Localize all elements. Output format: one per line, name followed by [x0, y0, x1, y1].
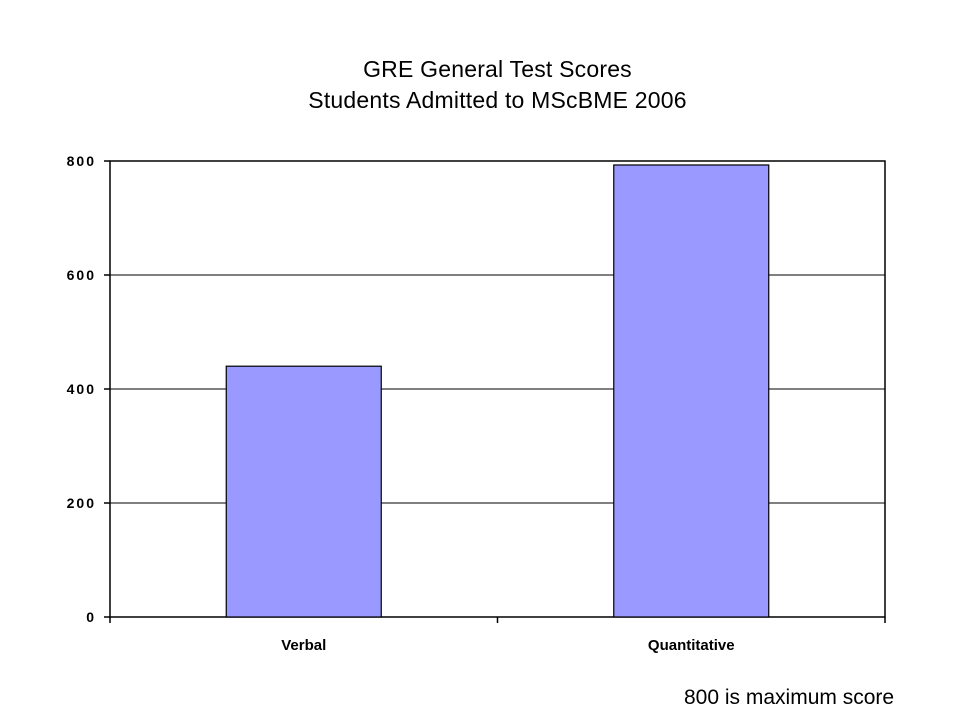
footnote: 800 is maximum score [684, 686, 895, 709]
chart-title: GRE General Test Scores [363, 56, 632, 82]
y-tick-label: 600 [67, 267, 96, 283]
y-tick-label: 200 [67, 495, 96, 511]
bar-quantitative [613, 164, 770, 618]
chart-subtitle: Students Admitted to MScBME 2006 [308, 87, 687, 113]
y-tick-label: 400 [67, 381, 96, 397]
y-tick-label: 800 [67, 153, 96, 169]
x-tick-label: Verbal [281, 637, 326, 654]
bar-verbal [225, 365, 382, 618]
chart-title-block: GRE General Test Scores Students Admitte… [110, 54, 885, 116]
y-tick-label: 0 [86, 609, 96, 625]
x-tick-label: Quantitative [648, 637, 735, 654]
